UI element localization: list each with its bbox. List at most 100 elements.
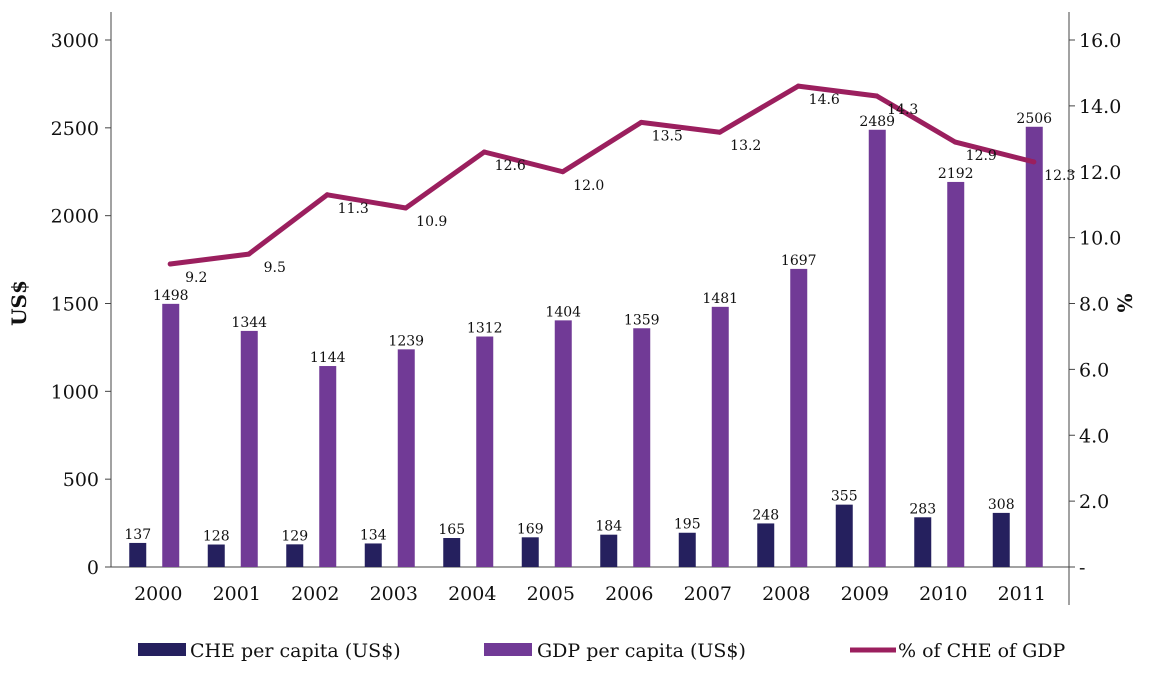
che-bar-label: 355 xyxy=(831,489,858,505)
y-right-axis-title: % xyxy=(1113,293,1137,312)
che-bar xyxy=(521,537,539,567)
che-bar xyxy=(129,542,147,567)
gdp-bar-label: 2506 xyxy=(1016,111,1052,127)
x-tick-label: 2004 xyxy=(448,583,496,605)
right-tick-label: 4.0 xyxy=(1079,425,1109,447)
axes: 0 500 1000 1500 2000 2500 3000 - 2.0 4.0 6.0 8.0 10.… xyxy=(7,12,1137,605)
gdp-bar xyxy=(790,268,808,567)
che-gdp-percent-line xyxy=(167,83,1037,267)
right-tick-label: 8.0 xyxy=(1079,294,1109,316)
gdp-bar xyxy=(319,366,337,567)
legend-swatch-che xyxy=(138,643,186,656)
che-bar-label: 248 xyxy=(752,507,779,523)
left-tick-label: 1500 xyxy=(51,294,99,316)
line-point xyxy=(717,129,723,135)
gdp-bar xyxy=(162,303,180,567)
gdp-bar-label: 1498 xyxy=(153,288,189,304)
gdp-bar xyxy=(711,306,729,567)
legend-label-line: % of CHE of GDP xyxy=(898,640,1066,662)
gdp-bar xyxy=(633,328,651,567)
che-bar-label: 195 xyxy=(674,517,701,533)
gdp-bar-label: 2192 xyxy=(938,166,974,182)
line-point xyxy=(403,205,409,211)
che-bar-label: 134 xyxy=(360,527,387,543)
gdp-bar-label: 1144 xyxy=(310,350,346,366)
line-point xyxy=(246,251,252,257)
gdp-bar-label: 1697 xyxy=(781,253,817,269)
line-point-label: 11.3 xyxy=(338,201,369,217)
che-bar xyxy=(757,523,775,567)
che-bar xyxy=(992,512,1010,567)
line-point-label: 13.2 xyxy=(730,138,761,154)
x-tick-label: 2007 xyxy=(684,583,732,605)
che-bar xyxy=(286,544,304,567)
che-bar xyxy=(835,504,853,567)
line-point-label: 12.9 xyxy=(966,148,997,164)
x-tick-label: 2003 xyxy=(370,583,418,605)
line-point xyxy=(324,192,330,198)
line-point xyxy=(638,119,644,125)
gdp-bar xyxy=(240,330,258,567)
x-tick-label: 2011 xyxy=(998,583,1046,605)
gdp-bar xyxy=(1025,126,1043,568)
gdp-bar xyxy=(947,181,965,567)
x-tick-label: 2001 xyxy=(213,583,261,605)
gdp-bar xyxy=(868,129,886,567)
line-series xyxy=(167,83,1037,267)
y-left-axis-title: US$ xyxy=(7,280,31,326)
line-point-label: 13.5 xyxy=(652,128,683,144)
che-bar-label: 129 xyxy=(281,528,308,544)
che-bar-label: 137 xyxy=(124,527,151,543)
gdp-bar-label: 1359 xyxy=(624,312,660,328)
line-point-label: 12.6 xyxy=(495,158,526,174)
line-point-label: 14.3 xyxy=(887,102,918,118)
gdp-bar xyxy=(476,336,494,567)
che-bar-label: 283 xyxy=(909,501,936,517)
line-point-label: 14.6 xyxy=(809,92,840,108)
left-tick-label: 2000 xyxy=(51,206,99,228)
che-bar-label: 128 xyxy=(203,529,230,545)
line-point-label: 9.2 xyxy=(185,270,207,286)
x-tick-label: 2000 xyxy=(134,583,182,605)
che-bar xyxy=(678,532,696,567)
line-point xyxy=(795,83,801,89)
x-tick-label: 2006 xyxy=(605,583,653,605)
x-tick-label: 2002 xyxy=(291,583,339,605)
right-tick-label: 2.0 xyxy=(1079,491,1109,513)
left-tick-label: 500 xyxy=(63,469,99,491)
legend-swatch-gdp xyxy=(484,643,532,656)
gdp-bar xyxy=(554,320,572,567)
left-tick-label: 3000 xyxy=(51,30,99,52)
line-point xyxy=(952,139,958,145)
x-tick-label: 2009 xyxy=(841,583,889,605)
che-bar-label: 169 xyxy=(517,521,544,537)
data-labels: 137 1498 128 1344 129 1144 134 1239 165 1312 169 14… xyxy=(124,92,1075,544)
right-tick-label: 10.0 xyxy=(1079,228,1121,250)
che-bar xyxy=(443,538,461,567)
right-tick-label: 14.0 xyxy=(1079,96,1121,118)
line-point xyxy=(481,149,487,155)
legend: CHE per capita (US$) GDP per capita (US$)… xyxy=(138,640,1066,662)
line-point-label: 12.3 xyxy=(1044,168,1075,184)
che-bar xyxy=(914,517,932,567)
left-tick-label: 1000 xyxy=(51,381,99,403)
che-bar xyxy=(600,534,618,567)
x-tick-label: 2005 xyxy=(527,583,575,605)
line-point xyxy=(167,261,173,267)
bars xyxy=(129,126,1043,568)
gdp-bar-label: 1344 xyxy=(231,315,267,331)
right-tick-label: 12.0 xyxy=(1079,162,1121,184)
line-point-label: 10.9 xyxy=(416,214,447,230)
che-bar-label: 184 xyxy=(595,519,622,535)
gdp-bar-label: 1404 xyxy=(545,304,581,320)
left-tick-label: 0 xyxy=(87,557,99,579)
left-tick-label: 2500 xyxy=(51,118,99,140)
line-point xyxy=(1031,159,1037,165)
right-tick-label: 16.0 xyxy=(1079,30,1121,52)
che-bar-label: 308 xyxy=(988,497,1015,513)
x-tick-label: 2010 xyxy=(919,583,967,605)
x-tick-label: 2008 xyxy=(762,583,810,605)
che-bar-label: 165 xyxy=(438,522,465,538)
che-bar xyxy=(207,544,225,567)
